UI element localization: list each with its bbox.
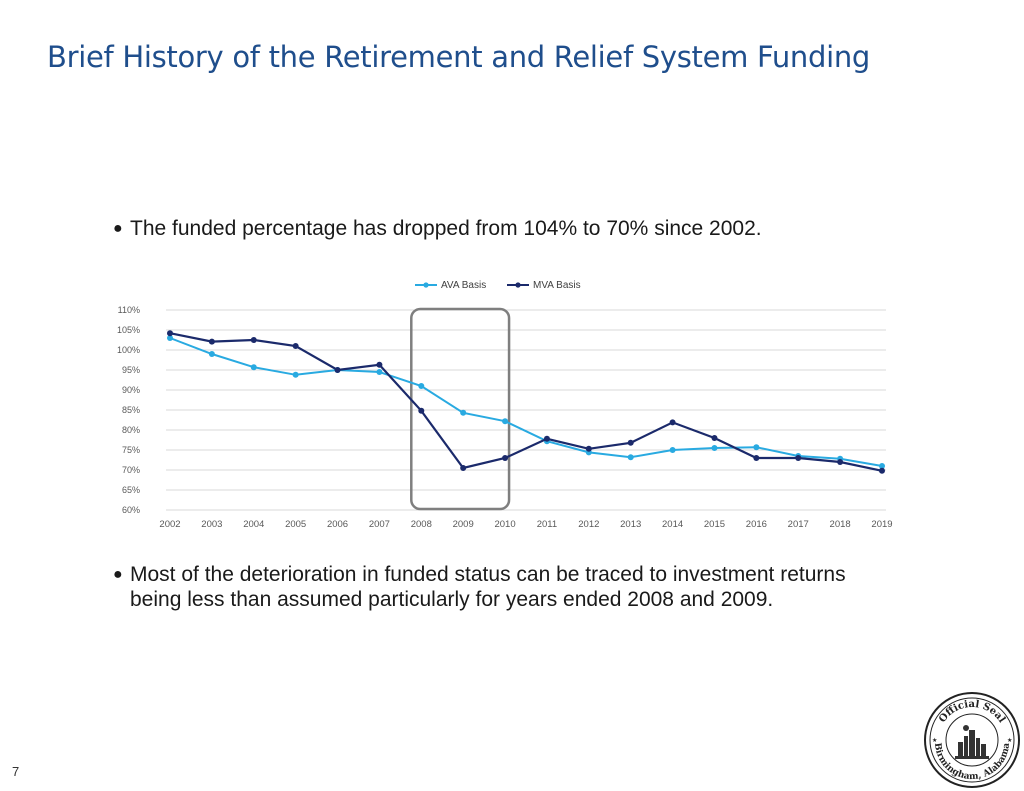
data-point <box>460 409 467 416</box>
data-point <box>753 444 760 451</box>
data-point <box>376 369 383 375</box>
data-point <box>837 459 844 465</box>
page-number: 7 <box>12 764 20 779</box>
seal-skyline-icon <box>955 725 989 759</box>
y-tick-label: 65% <box>122 485 140 495</box>
y-tick-label: 110% <box>118 305 140 315</box>
svg-text:★: ★ <box>1007 737 1012 744</box>
data-point <box>167 330 173 337</box>
data-point <box>627 454 634 461</box>
bullet-dot-icon: ● <box>113 220 123 237</box>
bullet-point-1: ● The funded percentage has dropped from… <box>113 216 873 241</box>
data-point <box>376 361 383 368</box>
bullet-dot-icon: ● <box>113 566 123 583</box>
x-tick-label: 2018 <box>830 519 851 530</box>
funded-percentage-chart: 60% 65% 70% 75% 80% 85% 90% 95% 100% 105% 110% 2002… <box>117 280 893 530</box>
slide-title: Brief History of the Retirement and Reli… <box>47 40 871 74</box>
data-point <box>502 418 509 425</box>
data-point <box>753 455 760 461</box>
y-tick-label: 105% <box>117 325 140 335</box>
x-tick-label: 2013 <box>620 519 641 530</box>
legend-marker <box>423 282 429 288</box>
y-tick-label: 70% <box>122 465 140 475</box>
data-point <box>250 337 257 343</box>
x-tick-label: 2004 <box>243 519 264 530</box>
data-point <box>292 343 299 349</box>
data-point <box>669 419 676 426</box>
series-line-mva <box>169 332 883 472</box>
data-point <box>292 371 299 378</box>
data-point <box>334 367 341 373</box>
x-tick-label: 2016 <box>746 519 767 530</box>
x-tick-label: 2010 <box>494 519 515 530</box>
x-tick-label: 2017 <box>788 519 809 530</box>
data-point <box>418 407 425 414</box>
x-tick-label: 2007 <box>369 519 390 530</box>
official-seal-logo: Official Seal Birmingham, Alabama ★ ★ <box>924 692 1020 788</box>
y-tick-label: 85% <box>122 405 140 415</box>
legend-marker <box>515 282 521 288</box>
x-tick-label: 2003 <box>201 519 222 530</box>
data-point <box>669 447 676 453</box>
bullet-point-2: ● Most of the deterioration in funded st… <box>113 562 873 612</box>
x-tick-label: 2009 <box>453 519 474 530</box>
data-point <box>208 351 215 357</box>
data-point <box>711 445 718 451</box>
x-tick-label: 2006 <box>327 519 348 530</box>
x-tick-label: 2019 <box>871 519 892 530</box>
x-tick-label: 2014 <box>662 519 683 530</box>
data-point <box>879 467 885 474</box>
bullet-text-1: The funded percentage has dropped from 1… <box>130 217 762 240</box>
x-tick-label: 2012 <box>578 519 599 530</box>
legend-label: MVA Basis <box>533 280 581 291</box>
data-point <box>627 439 634 446</box>
y-tick-label: 100% <box>117 345 140 355</box>
x-tick-label: 2002 <box>159 519 180 530</box>
y-tick-label: 60% <box>122 505 140 515</box>
x-tick-label: 2015 <box>704 519 725 530</box>
data-point <box>208 338 215 345</box>
y-tick-label: 95% <box>122 365 140 375</box>
data-point <box>502 455 509 461</box>
x-tick-label: 2011 <box>537 519 557 530</box>
data-point <box>543 435 550 442</box>
highlight-box <box>410 307 511 511</box>
data-point <box>167 335 173 341</box>
x-tick-label: 2008 <box>411 519 432 530</box>
series-line-ava <box>169 337 883 467</box>
data-point <box>585 445 592 452</box>
data-point <box>795 455 802 461</box>
y-tick-label: 90% <box>122 385 140 395</box>
legend-label: AVA Basis <box>441 280 486 291</box>
y-tick-label: 75% <box>122 445 140 455</box>
data-point <box>460 465 467 471</box>
data-point <box>879 463 885 469</box>
data-point <box>250 364 257 371</box>
data-point <box>711 435 718 441</box>
y-tick-label: 80% <box>122 425 140 435</box>
data-point <box>418 383 425 389</box>
bullet-text-2: Most of the deterioration in funded stat… <box>130 563 846 611</box>
svg-text:★: ★ <box>932 737 937 744</box>
x-tick-label: 2005 <box>285 519 306 530</box>
